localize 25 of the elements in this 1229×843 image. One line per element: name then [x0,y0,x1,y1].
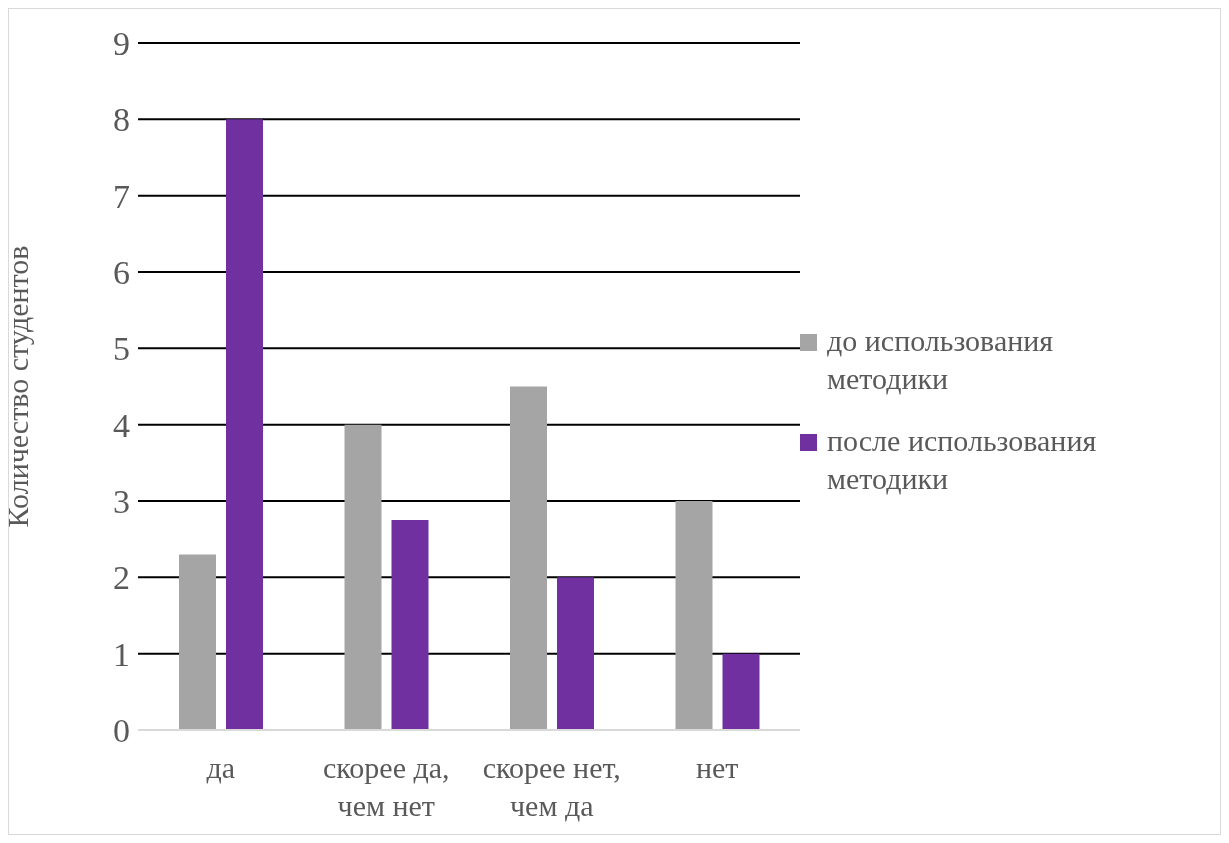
y-tick-label: 1 [113,635,130,673]
bar [510,386,547,730]
y-tick-label: 8 [113,101,130,139]
bar [179,554,216,730]
x-tick-label: да [206,751,236,784]
bar [391,520,429,730]
bar [722,653,760,730]
bar [344,424,382,730]
y-tick-label: 7 [113,177,130,215]
bar [675,501,713,730]
y-axis-title: Количество студентов [0,245,34,528]
legend-label: после использования методики [827,422,1098,497]
bar [557,577,594,730]
y-tick-label: 5 [113,330,130,368]
x-tick-label: скорее да, чем нет [322,751,450,822]
bar [226,119,263,730]
y-tick-label: 2 [113,559,130,597]
y-tick-label: 6 [113,254,130,292]
y-tick-label: 4 [113,406,130,444]
y-tick-label: 9 [113,25,130,63]
legend-label: до использования методики [827,322,1055,397]
y-tick-label: 0 [113,712,130,750]
x-tick-label: скорее нет, чем да [482,751,621,822]
y-tick-label: 3 [113,483,130,521]
x-tick-label: нет [696,751,739,784]
